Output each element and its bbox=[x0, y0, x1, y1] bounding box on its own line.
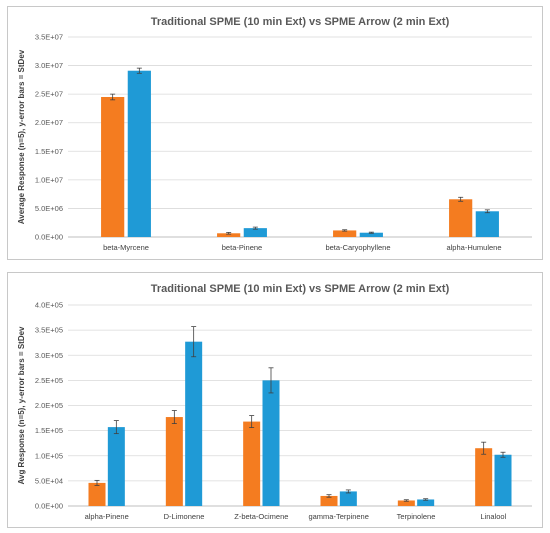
y-tick-label: 5.0E+04 bbox=[35, 476, 63, 485]
bar bbox=[165, 417, 183, 506]
y-tick-label: 2.5E+05 bbox=[35, 376, 63, 385]
y-tick-label: 0.0E+00 bbox=[35, 233, 63, 242]
y-tick-label: 3.5E+05 bbox=[35, 326, 63, 335]
x-category-label: alpha-Humulene bbox=[446, 243, 501, 252]
bar bbox=[475, 211, 499, 237]
chart-2: Traditional SPME (10 min Ext) vs SPME Ar… bbox=[17, 283, 532, 521]
x-category-label: D-Limonene bbox=[164, 512, 205, 521]
y-tick-label: 3.0E+05 bbox=[35, 351, 63, 360]
bar bbox=[320, 495, 338, 506]
chart-title: Traditional SPME (10 min Ext) vs SPME Ar… bbox=[151, 16, 450, 28]
y-tick-label: 2.0E+05 bbox=[35, 401, 63, 410]
bar bbox=[449, 199, 473, 237]
bar bbox=[397, 500, 415, 506]
x-category-label: beta-Pinene bbox=[222, 243, 262, 252]
y-tick-label: 5.0E+06 bbox=[35, 204, 63, 213]
chart-panel-1: Traditional SPME (10 min Ext) vs SPME Ar… bbox=[7, 6, 543, 260]
x-category-label: alpha-Pinene bbox=[85, 512, 129, 521]
chart-panel-2: Traditional SPME (10 min Ext) vs SPME Ar… bbox=[7, 272, 543, 528]
x-category-label: Z-beta-Ocimene bbox=[234, 512, 288, 521]
bar bbox=[475, 448, 493, 506]
y-tick-label: 1.5E+05 bbox=[35, 426, 63, 435]
x-category-label: Linalool bbox=[480, 512, 506, 521]
y-tick-label: 1.5E+07 bbox=[35, 147, 63, 156]
x-category-label: beta-Myrcene bbox=[103, 243, 149, 252]
bar bbox=[243, 421, 261, 506]
y-tick-label: 1.0E+05 bbox=[35, 451, 63, 460]
y-tick-label: 1.0E+07 bbox=[35, 175, 63, 184]
y-tick-label: 0.0E+00 bbox=[35, 502, 63, 511]
y-tick-label: 3.0E+07 bbox=[35, 61, 63, 70]
bar bbox=[339, 491, 357, 506]
y-axis-label: Avg Response (n=5), y-error bars = StDev bbox=[17, 326, 26, 485]
chart-title: Traditional SPME (10 min Ext) vs SPME Ar… bbox=[151, 283, 450, 295]
y-axis-label: Average Response (n=5), y-error bars = S… bbox=[17, 49, 26, 224]
bar bbox=[107, 427, 125, 506]
bar bbox=[417, 499, 435, 506]
bar bbox=[262, 380, 280, 506]
bar bbox=[359, 232, 383, 237]
bar bbox=[494, 454, 512, 506]
y-tick-label: 4.0E+05 bbox=[35, 301, 63, 310]
bar bbox=[101, 97, 125, 237]
y-tick-label: 2.5E+07 bbox=[35, 90, 63, 99]
bar bbox=[217, 233, 241, 237]
bar bbox=[243, 228, 267, 237]
bar bbox=[185, 341, 203, 506]
bar bbox=[333, 230, 357, 237]
y-tick-label: 2.0E+07 bbox=[35, 118, 63, 127]
chart-1: Traditional SPME (10 min Ext) vs SPME Ar… bbox=[17, 16, 532, 252]
y-tick-label: 3.5E+07 bbox=[35, 33, 63, 42]
bar bbox=[88, 482, 106, 506]
bar bbox=[127, 70, 151, 237]
x-category-label: gamma-Terpinene bbox=[308, 512, 368, 521]
x-category-label: Terpinolene bbox=[397, 512, 436, 521]
x-category-label: beta-Caryophyllene bbox=[325, 243, 390, 252]
